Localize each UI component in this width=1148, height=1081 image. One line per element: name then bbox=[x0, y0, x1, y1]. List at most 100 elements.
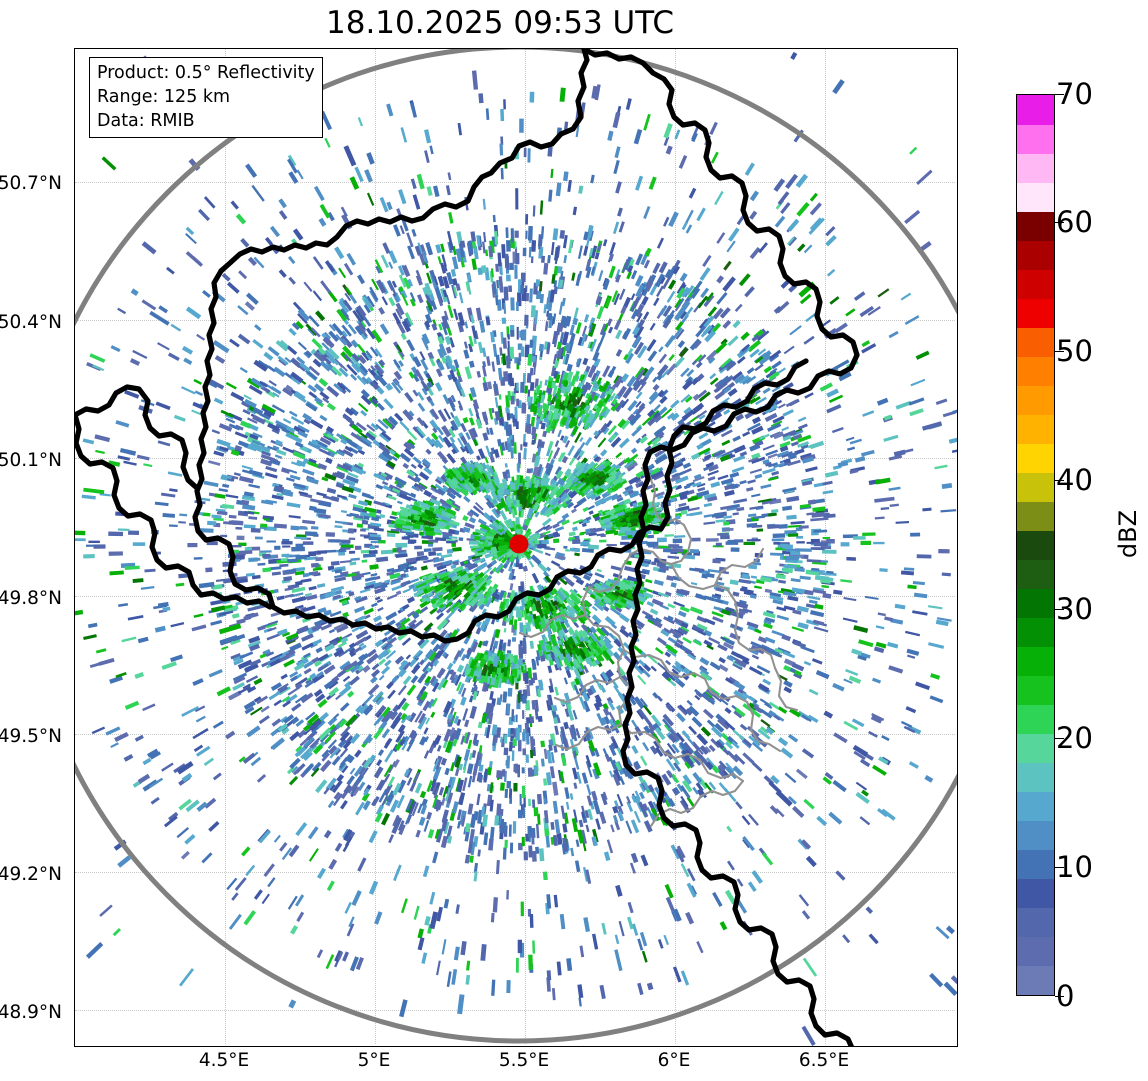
radar-echo-cell bbox=[304, 369, 318, 381]
radar-echo-cell bbox=[288, 775, 299, 786]
radar-echo-cell bbox=[725, 762, 735, 773]
radar-echo-cell bbox=[809, 192, 818, 202]
radar-echo-cell bbox=[714, 190, 724, 206]
radar-echo-cell bbox=[724, 707, 732, 715]
radar-map-plot[interactable]: Product: 0.5° Reflectivity Range: 125 km… bbox=[74, 48, 958, 1047]
radar-echo-cell bbox=[227, 690, 242, 701]
radar-echo-cell bbox=[342, 828, 350, 839]
radar-echo-cell bbox=[484, 640, 489, 647]
radar-echo-cell bbox=[660, 389, 669, 398]
radar-echo-cell bbox=[535, 526, 546, 535]
radar-echo-cell bbox=[545, 566, 552, 572]
radar-echo-cell bbox=[881, 808, 896, 821]
radar-echo-cell bbox=[736, 899, 748, 914]
radar-echo-cell bbox=[717, 474, 729, 481]
radar-echo-cell bbox=[375, 265, 381, 274]
radar-echo-cell bbox=[167, 352, 180, 362]
radar-echo-cell bbox=[551, 988, 556, 1001]
radar-echo-cell bbox=[355, 957, 364, 971]
radar-echo-cell bbox=[790, 578, 801, 583]
gridline-vertical bbox=[225, 49, 226, 1044]
radar-echo-cell bbox=[173, 763, 186, 774]
radar-echo-cell bbox=[419, 659, 426, 666]
radar-echo-cell bbox=[855, 781, 868, 791]
radar-echo-cell bbox=[378, 453, 391, 464]
radar-echo-cell bbox=[110, 345, 121, 353]
radar-echo-cell bbox=[429, 675, 437, 684]
radar-echo-cell bbox=[467, 739, 473, 750]
radar-echo-cell bbox=[504, 463, 508, 468]
radar-echo-cell bbox=[185, 233, 197, 245]
gridline-horizontal bbox=[75, 458, 955, 459]
radar-echo-cell bbox=[398, 189, 407, 205]
radar-echo-cell bbox=[468, 695, 474, 703]
radar-echo-cell bbox=[516, 326, 519, 340]
radar-echo-cell bbox=[531, 240, 537, 252]
radar-echo-cell bbox=[682, 741, 695, 755]
radar-echo-cell bbox=[358, 703, 369, 715]
radar-echo-cell bbox=[313, 688, 323, 698]
radar-echo-cell bbox=[443, 310, 449, 321]
radar-echo-cell bbox=[237, 659, 253, 670]
radar-echo-cell bbox=[286, 502, 301, 509]
radar-echo-cell bbox=[508, 788, 513, 799]
radar-echo-cell bbox=[321, 476, 329, 482]
radar-echo-cell bbox=[770, 552, 784, 556]
radar-echo-cell bbox=[119, 447, 137, 456]
radar-echo-cell bbox=[758, 354, 772, 366]
radar-echo-cell bbox=[665, 758, 676, 772]
radar-echo-cell bbox=[282, 387, 294, 397]
radar-echo-cell bbox=[563, 545, 568, 549]
radar-echo-cell bbox=[805, 603, 817, 609]
radar-echo-cell bbox=[191, 624, 207, 632]
radar-echo-cell bbox=[407, 278, 414, 288]
radar-echo-cell bbox=[625, 352, 635, 364]
radar-echo-cell bbox=[327, 800, 335, 809]
radar-echo-cell bbox=[406, 232, 414, 248]
radar-echo-cell bbox=[330, 585, 345, 592]
radar-echo-cell bbox=[477, 640, 483, 648]
radar-echo-cell bbox=[280, 467, 291, 474]
radar-echo-cell bbox=[314, 383, 325, 393]
radar-echo-cell bbox=[360, 549, 371, 554]
radar-echo-cell bbox=[196, 333, 206, 341]
radar-echo-cell bbox=[508, 285, 513, 292]
radar-echo-cell bbox=[332, 793, 343, 807]
radar-echo-cell bbox=[637, 938, 644, 951]
radar-echo-cell bbox=[277, 650, 290, 660]
radar-echo-cell bbox=[290, 716, 300, 725]
radar-echo-cell bbox=[453, 715, 460, 724]
radar-echo-cell bbox=[608, 711, 617, 725]
radar-echo-cell bbox=[318, 377, 329, 387]
radar-echo-cell bbox=[711, 594, 722, 600]
radar-echo-cell bbox=[411, 228, 417, 237]
radar-echo-cell bbox=[249, 433, 259, 441]
radar-echo-cell bbox=[871, 677, 882, 684]
radar-echo-cell bbox=[404, 312, 414, 326]
radar-echo-cell bbox=[667, 555, 680, 559]
radar-echo-cell bbox=[206, 541, 218, 546]
radar-echo-cell bbox=[248, 557, 261, 562]
radar-echo-cell bbox=[237, 333, 251, 345]
radar-echo-cell bbox=[308, 391, 318, 399]
radar-echo-cell bbox=[582, 506, 589, 513]
radar-echo-cell bbox=[829, 296, 840, 305]
radar-echo-cell bbox=[168, 811, 179, 822]
radar-echo-cell bbox=[279, 842, 288, 852]
radar-echo-cell bbox=[351, 890, 362, 906]
radar-echo-cell bbox=[558, 301, 564, 315]
radar-echo-cell bbox=[430, 677, 439, 687]
radar-echo-cell bbox=[765, 449, 779, 457]
radar-echo-cell bbox=[414, 245, 422, 256]
radar-echo-cell bbox=[554, 526, 565, 532]
radar-echo-cell bbox=[278, 198, 287, 209]
radar-echo-cell bbox=[787, 459, 801, 467]
radar-echo-cell bbox=[105, 726, 121, 736]
radar-echo-cell bbox=[238, 685, 251, 695]
radar-echo-cell bbox=[432, 794, 439, 809]
radar-echo-cell bbox=[553, 538, 560, 544]
y-axis-tick-label: 48.9°N bbox=[0, 1002, 62, 1023]
radar-echo-cell bbox=[348, 484, 362, 493]
radar-echo-cell bbox=[787, 595, 799, 602]
radar-echo-cell bbox=[709, 121, 718, 135]
